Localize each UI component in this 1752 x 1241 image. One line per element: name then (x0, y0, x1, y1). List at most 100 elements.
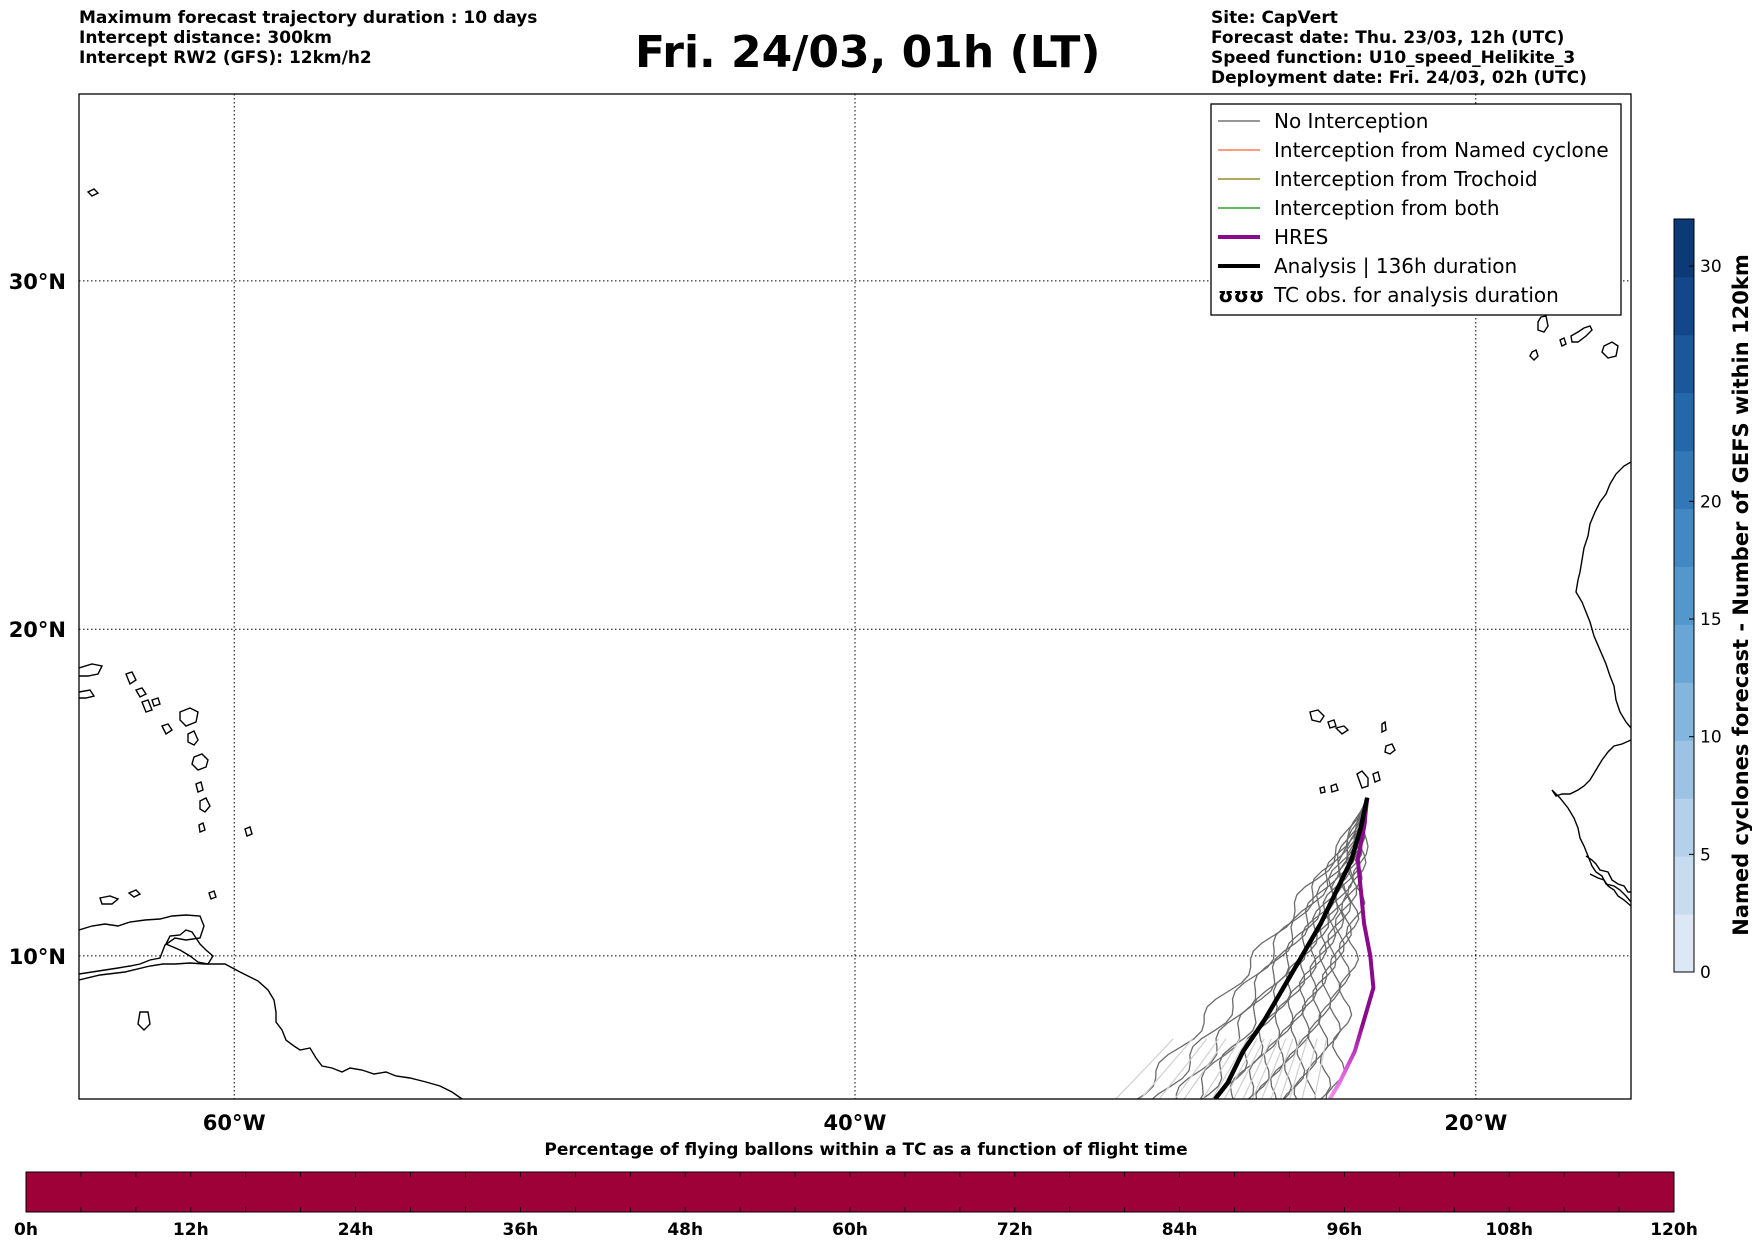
page-title: Fri. 24/03, 01h (LT) (635, 27, 1101, 78)
legend-label: Interception from Trochoid (1274, 167, 1538, 191)
legend-label: Interception from Named cyclone (1274, 138, 1609, 162)
main-trajectories (1213, 797, 1376, 1099)
island-cv-maio (1372, 771, 1381, 783)
ensemble-track-tail (1279, 1038, 1301, 1099)
hres-track (1328, 797, 1376, 1099)
island-canary-2 (1570, 325, 1593, 343)
ensemble-track-tail (1260, 1038, 1287, 1099)
island-bahamas-1 (125, 671, 137, 686)
colorbar-right-title: Named cyclones forecast - Number of GEFS… (1729, 254, 1752, 935)
site-info-line-1: Site: CapVert (1211, 8, 1338, 28)
ensemble-track-tail (1223, 1038, 1258, 1099)
coastline-africa (1575, 461, 1631, 729)
trajectory-info-line-3: Intercept RW2 (GFS): 12km/h2 (79, 48, 372, 68)
ensemble-track-tail (1251, 1038, 1280, 1099)
trajectory-info: Maximum forecast trajectory duration : 1… (79, 8, 537, 68)
island-bahamas-2 (141, 699, 153, 713)
ensemble-track-tail (1313, 1038, 1328, 1099)
island-curacao (99, 895, 120, 905)
coastline-venezuela-west (79, 914, 205, 975)
colorbar-bottom-bar (25, 1171, 1675, 1213)
legend-label: Interception from both (1274, 196, 1500, 220)
site-info-line-2: Forecast date: Thu. 23/03, 12h (UTC) (1211, 28, 1565, 48)
colorbar-bottom-tick-label: 36h (503, 1220, 539, 1240)
ensemble-track-tail (1158, 1038, 1208, 1099)
colorbar-right-block (1674, 914, 1694, 973)
y-tick-label: 30°N (9, 270, 66, 294)
legend-label: No Interception (1274, 109, 1428, 133)
x-tick-label: 60°W (203, 1111, 266, 1135)
colorbar-right-tick-label: 20 (1700, 492, 1722, 512)
island-cv-santiago (1356, 770, 1369, 789)
island-virgin (134, 687, 148, 698)
coastline-south-america (79, 962, 463, 1099)
axis-ticks: 60°W 40°W 20°W 30°N 20°N 10°N (9, 270, 1508, 1135)
y-tick-label: 10°N (9, 945, 66, 969)
island-puerto-rico (79, 689, 96, 699)
coastline-guinea-detail (1585, 855, 1631, 893)
colorbar-bottom-tick-label: 108h (1485, 1220, 1533, 1240)
coastlines (79, 188, 1631, 1099)
x-tick-label: 20°W (1444, 1111, 1507, 1135)
colorbar-right-tick-label: 0 (1700, 963, 1711, 983)
island-cv-santo-antao (1309, 709, 1325, 723)
site-info-line-3: Speed function: U10_speed_Helikite_3 (1211, 48, 1576, 68)
legend-box (1210, 103, 1622, 316)
island-dominica (195, 781, 204, 793)
ensemble-track (1270, 797, 1368, 1099)
colorbar-right-block (1674, 740, 1694, 799)
island-margarita (86, 188, 100, 197)
island-cv-brava (1319, 786, 1326, 794)
legend-label: HRES (1274, 225, 1328, 249)
colorbar-bottom-tick-label: 0h (14, 1220, 38, 1240)
ensemble-trajectories (1114, 797, 1369, 1099)
island-martinique (199, 797, 211, 813)
colorbar-bottom-tick-label: 72h (997, 1220, 1033, 1240)
colorbar-right-block (1674, 682, 1694, 741)
colorbar-right-block (1674, 334, 1694, 394)
ensemble-track-tail (1211, 1038, 1249, 1099)
ensemble-track-tail (1139, 1038, 1193, 1099)
colorbar-right-block (1674, 276, 1694, 336)
colorbar-right-frame (1673, 218, 1695, 973)
colorbar-bottom: Percentage of flying ballons within a TC… (14, 1140, 1698, 1240)
ensemble-track (1136, 797, 1368, 1099)
island-antigua (187, 730, 199, 746)
island-guadeloupe (191, 753, 209, 771)
island-st-lucia (198, 821, 206, 833)
colorbar-bottom-tick-label: 96h (1327, 1220, 1363, 1240)
colorbar-bottom-tick-label: 60h (832, 1220, 868, 1240)
island-barbados (244, 826, 253, 837)
legend-label: Analysis | 136h duration (1274, 254, 1517, 278)
ensemble-track (1200, 797, 1368, 1099)
colorbar-right-block (1674, 856, 1694, 915)
map-frame (78, 93, 1632, 1100)
island-cv-fogo (1330, 783, 1339, 793)
ensemble-track-tail (1174, 1038, 1220, 1099)
y-tick-label: 20°N (9, 618, 66, 642)
ensemble-track (1199, 797, 1368, 1099)
island-cv-sao-vicente (1327, 719, 1337, 729)
island-bahamas-3 (161, 723, 173, 736)
colorbar-bottom-title: Percentage of flying ballons within a TC… (544, 1140, 1187, 1160)
ensemble-track-tail (1183, 1038, 1227, 1099)
ensemble-track-tail (1288, 1038, 1308, 1099)
coastline-senegal (1551, 739, 1631, 903)
island-puerto-rico-east (151, 697, 161, 707)
ensemble-track-tail (1114, 1038, 1174, 1099)
legend-label: TC obs. for analysis duration (1273, 283, 1559, 307)
legend-tc-obs-icon: ʊʊʊ (1218, 283, 1264, 307)
ensemble-track (1325, 797, 1369, 1099)
ensemble-track-tail (1270, 1038, 1294, 1099)
site-info: Site: CapVert Forecast date: Thu. 23/03, … (1211, 8, 1587, 88)
colorbar-bottom-tick-label: 84h (1162, 1220, 1198, 1240)
trajectory-info-line-1: Maximum forecast trajectory duration : 1… (79, 8, 538, 28)
colorbar-right-block (1674, 624, 1694, 683)
island-hispaniola-east (79, 663, 104, 677)
island-canary-4 (1559, 337, 1567, 347)
colorbar-right-block (1674, 392, 1694, 452)
colorbar-bottom-tick-label: 120h (1650, 1220, 1698, 1240)
colorbar-right-tick-label: 10 (1700, 728, 1722, 748)
coastline-guinea-bissau (1589, 873, 1631, 907)
